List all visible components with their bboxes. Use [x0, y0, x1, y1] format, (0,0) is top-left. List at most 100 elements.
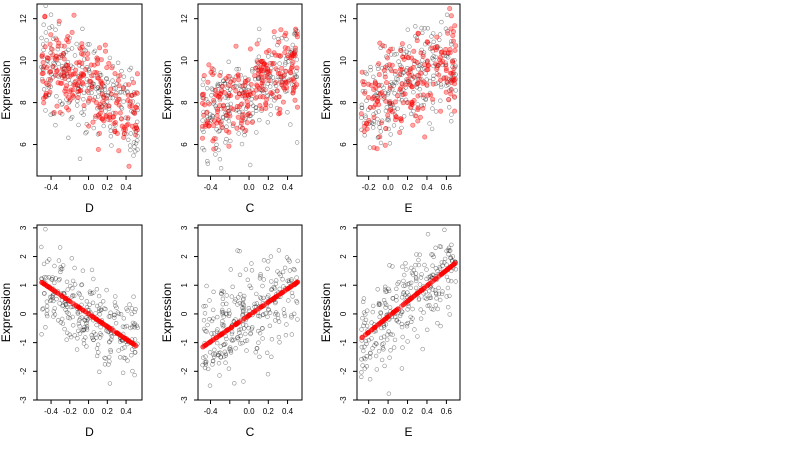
observed-point — [382, 363, 387, 369]
observed-point — [251, 103, 256, 109]
observed-point — [449, 242, 454, 248]
observed-point — [202, 360, 208, 365]
observed-point — [219, 309, 225, 315]
fitted-point — [63, 91, 69, 97]
fitted-point — [217, 103, 223, 109]
observed-point — [222, 80, 228, 86]
fitted-point — [112, 129, 118, 135]
fitted-point — [418, 70, 424, 76]
observed-point — [41, 22, 46, 27]
y-tick-label: 0 — [19, 311, 28, 316]
observed-point — [414, 252, 419, 257]
observed-point — [414, 35, 420, 40]
observed-point — [69, 256, 75, 261]
y-tick-label: 6 — [339, 142, 348, 147]
observed-point — [242, 293, 247, 299]
observed-point — [386, 126, 391, 132]
fitted-point — [92, 69, 98, 75]
observed-point — [229, 337, 234, 342]
observed-point — [430, 252, 435, 257]
observed-point — [210, 362, 215, 367]
observed-point — [95, 342, 101, 347]
observed-point — [257, 117, 262, 123]
observed-point — [117, 355, 123, 360]
observed-point — [254, 130, 259, 135]
observed-point — [273, 310, 279, 315]
observed-point — [394, 298, 399, 303]
observed-point — [431, 31, 436, 36]
observed-point — [424, 77, 429, 82]
observed-point — [427, 293, 432, 298]
observed-point — [425, 26, 430, 31]
observed-point — [43, 227, 48, 232]
fitted-point — [102, 42, 108, 48]
fitted-point — [253, 95, 259, 101]
observed-point — [447, 105, 452, 110]
observed-point — [388, 348, 393, 353]
observed-point — [205, 322, 210, 328]
observed-point — [419, 272, 424, 277]
observed-point — [287, 268, 293, 273]
observed-point — [65, 59, 71, 65]
fitted-point — [420, 105, 426, 111]
fitted-point — [134, 90, 140, 96]
fitted-point — [257, 94, 263, 100]
observed-point — [403, 85, 408, 90]
observed-point — [121, 99, 126, 104]
observed-point — [425, 232, 431, 237]
observed-point — [413, 33, 418, 39]
observed-point — [243, 267, 249, 272]
observed-point — [282, 311, 287, 316]
observed-point — [433, 245, 438, 251]
observed-point — [84, 321, 89, 326]
observed-point — [99, 87, 105, 93]
fitted-point — [392, 308, 398, 314]
observed-point — [81, 96, 86, 102]
observed-point — [407, 281, 412, 286]
observed-point — [215, 327, 220, 332]
y-tick-label: 3 — [339, 225, 348, 230]
observed-point — [66, 135, 71, 141]
fitted-point — [358, 111, 364, 117]
observed-point — [39, 276, 44, 282]
fitted-point — [84, 88, 90, 94]
observed-point — [92, 48, 98, 54]
observed-point — [128, 131, 134, 136]
observed-point — [52, 312, 58, 317]
observed-point — [53, 122, 58, 128]
observed-point — [405, 290, 410, 295]
observed-point — [381, 334, 387, 339]
fitted-point — [201, 73, 207, 79]
observed-point — [430, 55, 435, 61]
observed-point — [248, 330, 253, 336]
observed-point — [446, 278, 451, 283]
observed-point — [238, 292, 243, 297]
observed-point — [79, 110, 84, 115]
observed-point — [219, 291, 224, 296]
observed-point — [44, 275, 49, 280]
observed-point — [433, 81, 439, 87]
fitted-point — [278, 53, 284, 59]
observed-point — [101, 83, 106, 89]
observed-point — [371, 121, 376, 127]
observed-point — [55, 318, 61, 323]
y-tick-label: 2 — [19, 254, 28, 259]
fitted-point — [281, 73, 287, 79]
fitted-point — [116, 148, 122, 154]
observed-point — [128, 147, 133, 153]
fitted-point — [50, 63, 56, 69]
observed-point — [237, 301, 243, 306]
observed-point — [133, 350, 138, 355]
x-tick-label: -0.2 — [362, 407, 376, 416]
fitted-point — [133, 104, 139, 110]
observed-point — [220, 302, 226, 307]
y-tick-label: -2 — [180, 367, 189, 375]
observed-point — [122, 345, 127, 350]
observed-point — [72, 333, 77, 338]
observed-point — [411, 267, 416, 273]
observed-point — [363, 356, 368, 362]
observed-point — [395, 106, 400, 111]
observed-point — [413, 262, 418, 268]
fitted-point — [240, 111, 246, 117]
fitted-point — [434, 34, 440, 40]
